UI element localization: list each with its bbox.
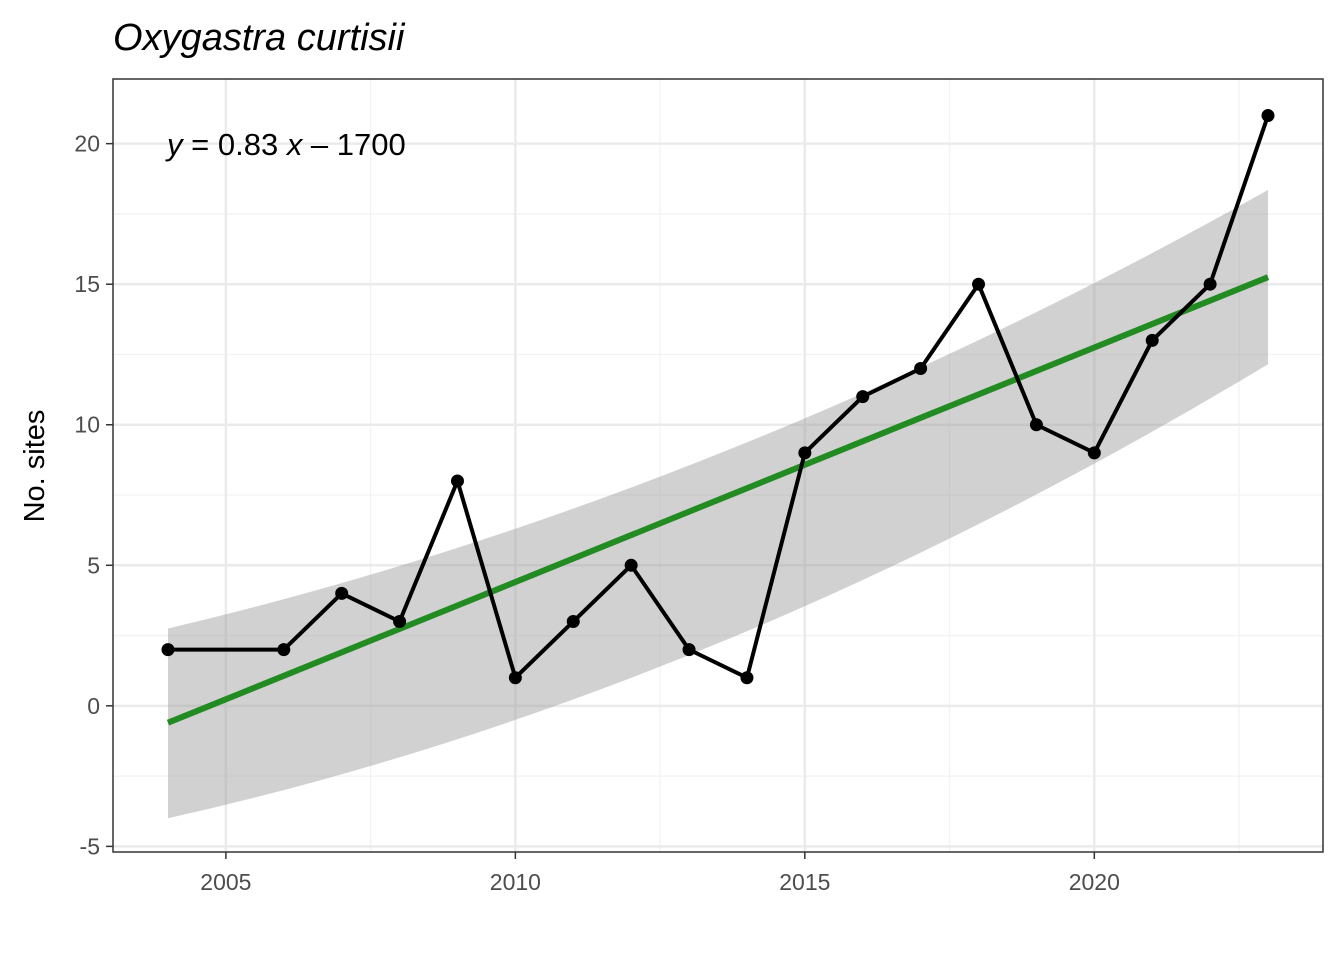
confidence-band — [168, 190, 1268, 819]
data-point-2013 — [682, 643, 696, 657]
data-point-2012 — [624, 558, 638, 572]
chart-title: Oxygastra curtisii — [113, 17, 406, 59]
panel-border — [112, 78, 1324, 853]
plot-panel — [112, 78, 1324, 853]
data-point-2023 — [1261, 109, 1275, 123]
y-tick-label--5: -5 — [80, 833, 100, 859]
confidence-band-area — [168, 190, 1268, 819]
data-point-2008 — [393, 615, 407, 629]
data-point-2015 — [798, 446, 812, 460]
data-point-2021 — [1145, 333, 1159, 347]
equation-x: x — [285, 127, 304, 162]
data-point-2020 — [1087, 446, 1101, 460]
data-point-2006 — [277, 643, 291, 657]
data-point-2004 — [161, 643, 175, 657]
y-tick-label-0: 0 — [87, 693, 100, 719]
data-point-2018 — [972, 277, 986, 291]
y-tick-label-15: 15 — [74, 271, 100, 297]
trend-line — [166, 274, 1270, 726]
regression-equation: y = 0.83 x – 1700 — [165, 127, 406, 162]
x-tick-label-2020: 2020 — [1069, 869, 1120, 895]
grid — [113, 79, 1323, 852]
data-point-2016 — [856, 390, 870, 404]
x-tick-label-2015: 2015 — [779, 869, 830, 895]
equation-equals: = — [183, 127, 218, 162]
data-point-2007 — [335, 586, 349, 600]
trend-line-path — [166, 274, 1270, 726]
data-point-2017 — [914, 362, 928, 376]
y-axis-title: No. sites — [19, 410, 51, 523]
y-tick-label-10: 10 — [74, 412, 100, 438]
equation-y: y — [165, 127, 185, 162]
data-point-2011 — [566, 615, 580, 629]
y-tick-label-20: 20 — [74, 131, 100, 157]
equation-slope: 0.83 — [218, 127, 278, 162]
x-tick-label-2010: 2010 — [490, 869, 541, 895]
data-point-2014 — [740, 671, 754, 685]
data-point-2009 — [450, 474, 464, 488]
y-tick-label-5: 5 — [87, 552, 100, 578]
data-point-2022 — [1203, 277, 1217, 291]
data-series — [161, 109, 1275, 685]
data-point-2010 — [508, 671, 522, 685]
equation-intercept: – 1700 — [302, 127, 405, 162]
y-axis: -5 0 5 10 15 20 — [74, 131, 113, 859]
x-tick-label-2005: 2005 — [200, 869, 251, 895]
data-point-2019 — [1029, 418, 1043, 432]
x-axis: 2005 2010 2015 2020 — [200, 852, 1120, 895]
equation-space — [278, 127, 287, 162]
